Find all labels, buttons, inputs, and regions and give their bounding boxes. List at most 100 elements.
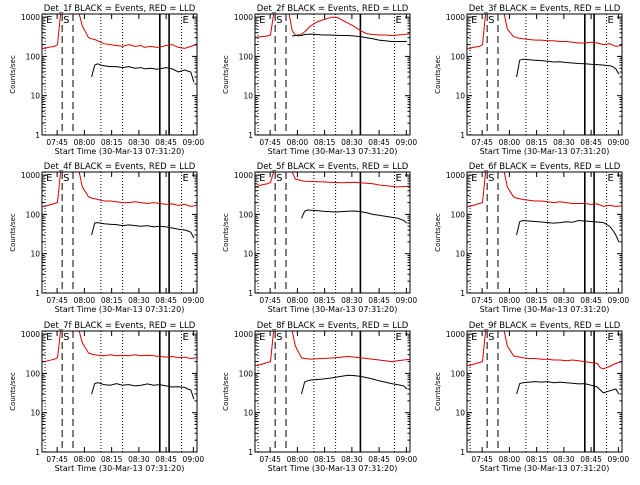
event-markers [44,172,182,293]
x-tick-label: 08:15 [101,455,123,464]
chart-title: Det_4f BLACK = Events, RED = LLD [44,162,196,172]
y-tick-label: 1 [460,289,465,298]
x-tick-label: 07:45 [471,296,493,305]
plot-frame [466,330,623,453]
chart-title: Det_8f BLACK = Events, RED = LLD [257,321,409,331]
event-marker-letter: S [63,173,69,184]
chart-title: Det_6f BLACK = Events, RED = LLD [469,162,621,172]
x-tick-label: 08:00 [74,138,96,147]
y-tick-label: 10 [243,92,253,101]
x-tick-label: 07:45 [471,455,493,464]
series-group [255,14,410,42]
x-tick-label: 08:30 [341,455,363,464]
y-tick-label: 1 [248,448,253,457]
x-tick-label: 08:45 [580,296,602,305]
series-line-events [91,63,195,83]
x-tick-label: 08:45 [580,138,602,147]
x-tick-label: 08:15 [314,296,336,305]
event-marker-letter: S [63,332,69,343]
x-tick-label: 08:15 [526,455,548,464]
event-marker-letter: E [259,173,265,184]
event-marker-letter: E [259,332,265,343]
x-tick-label: 08:45 [368,138,390,147]
x-tick-label: 08:00 [287,455,309,464]
x-axis-label: Start Time (30-Mar-13 07:31:20) [480,305,610,314]
y-tick-label: 1 [248,131,253,140]
chart-title: Det_5f BLACK = Events, RED = LLD [257,162,409,172]
plot-frame [254,171,411,294]
y-tick-label: 100 [26,210,41,219]
series-line-lld [255,172,410,188]
series-line-events [516,381,620,395]
y-tick-label: 100 [239,369,254,378]
event-markers [257,331,395,452]
event-marker-letter: E [183,332,189,343]
x-tick-label: 08:00 [74,296,96,305]
y-tick-label: 1 [460,448,465,457]
y-tick-label: 1000 [21,13,40,22]
series-line-lld [42,14,197,49]
series-line-events [301,209,408,224]
y-axis-label: Counts/sec [9,213,17,252]
event-marker-letter: E [46,15,52,26]
event-marker-letter: E [471,15,477,26]
x-tick-label: 09:00 [608,296,630,305]
series-line-events [301,374,408,395]
x-tick-label: 08:45 [155,455,177,464]
y-tick-label: 1 [35,131,40,140]
x-tick-label: 08:15 [101,296,123,305]
y-tick-label: 1000 [234,13,253,22]
x-tick-label: 09:00 [183,138,205,147]
plot-frame [466,13,623,136]
plot-frame [466,171,623,294]
chart-title: Det_2f BLACK = Events, RED = LLD [257,4,409,14]
x-axis-label: Start Time (30-Mar-13 07:31:20) [55,464,185,473]
x-tick-label: 08:00 [499,296,521,305]
x-tick-label: 08:30 [128,296,150,305]
x-tick-label: 08:15 [314,455,336,464]
y-tick-label: 100 [451,52,466,61]
event-marker-letter: S [488,15,494,26]
y-tick-label: 100 [239,210,254,219]
y-tick-label: 10 [243,409,253,418]
y-tick-label: 1000 [21,330,40,339]
x-tick-label: 07:45 [259,455,281,464]
series-line-events [91,222,195,239]
series-group [467,172,622,243]
x-axis-label: Start Time (30-Mar-13 07:31:20) [55,147,185,156]
y-tick-label: 100 [26,369,41,378]
series-line-lld [42,172,197,207]
series-group [255,331,410,395]
event-marker-letter: E [259,15,265,26]
y-tick-label: 1 [35,289,40,298]
x-tick-label: 08:30 [341,138,363,147]
y-tick-label: 1 [35,448,40,457]
x-tick-label: 07:45 [46,296,68,305]
event-markers [257,172,395,293]
x-tick-label: 08:15 [526,138,548,147]
x-tick-label: 08:00 [287,296,309,305]
chart-title: Det_3f BLACK = Events, RED = LLD [469,4,621,14]
x-tick-label: 08:30 [553,455,575,464]
y-tick-label: 10 [30,250,40,259]
plot-frame [254,13,411,136]
y-tick-label: 1000 [446,13,465,22]
y-axis-label: Counts/sec [9,372,17,411]
series-group [42,331,197,400]
y-axis-label: Counts/sec [434,213,442,252]
x-tick-label: 08:45 [155,138,177,147]
x-tick-label: 08:30 [128,455,150,464]
plot-frame [41,171,198,294]
plot-frame [254,330,411,453]
x-tick-label: 08:00 [287,138,309,147]
y-tick-label: 1000 [446,330,465,339]
x-tick-label: 07:45 [259,296,281,305]
event-marker-letter: E [46,173,52,184]
event-marker-letter: E [471,332,477,343]
y-tick-label: 100 [451,369,466,378]
